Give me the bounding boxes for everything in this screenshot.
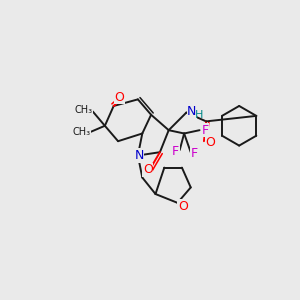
Text: O: O [206,136,215,149]
Text: CH₃: CH₃ [73,128,91,137]
Text: O: O [114,91,124,104]
Text: F: F [202,124,208,137]
Text: CH₃: CH₃ [75,105,93,116]
Text: N: N [134,149,144,162]
Text: O: O [143,163,153,176]
Text: O: O [178,200,188,213]
Text: F: F [190,147,198,160]
Text: N: N [187,105,196,118]
Text: F: F [172,145,179,158]
Text: H: H [195,110,204,120]
